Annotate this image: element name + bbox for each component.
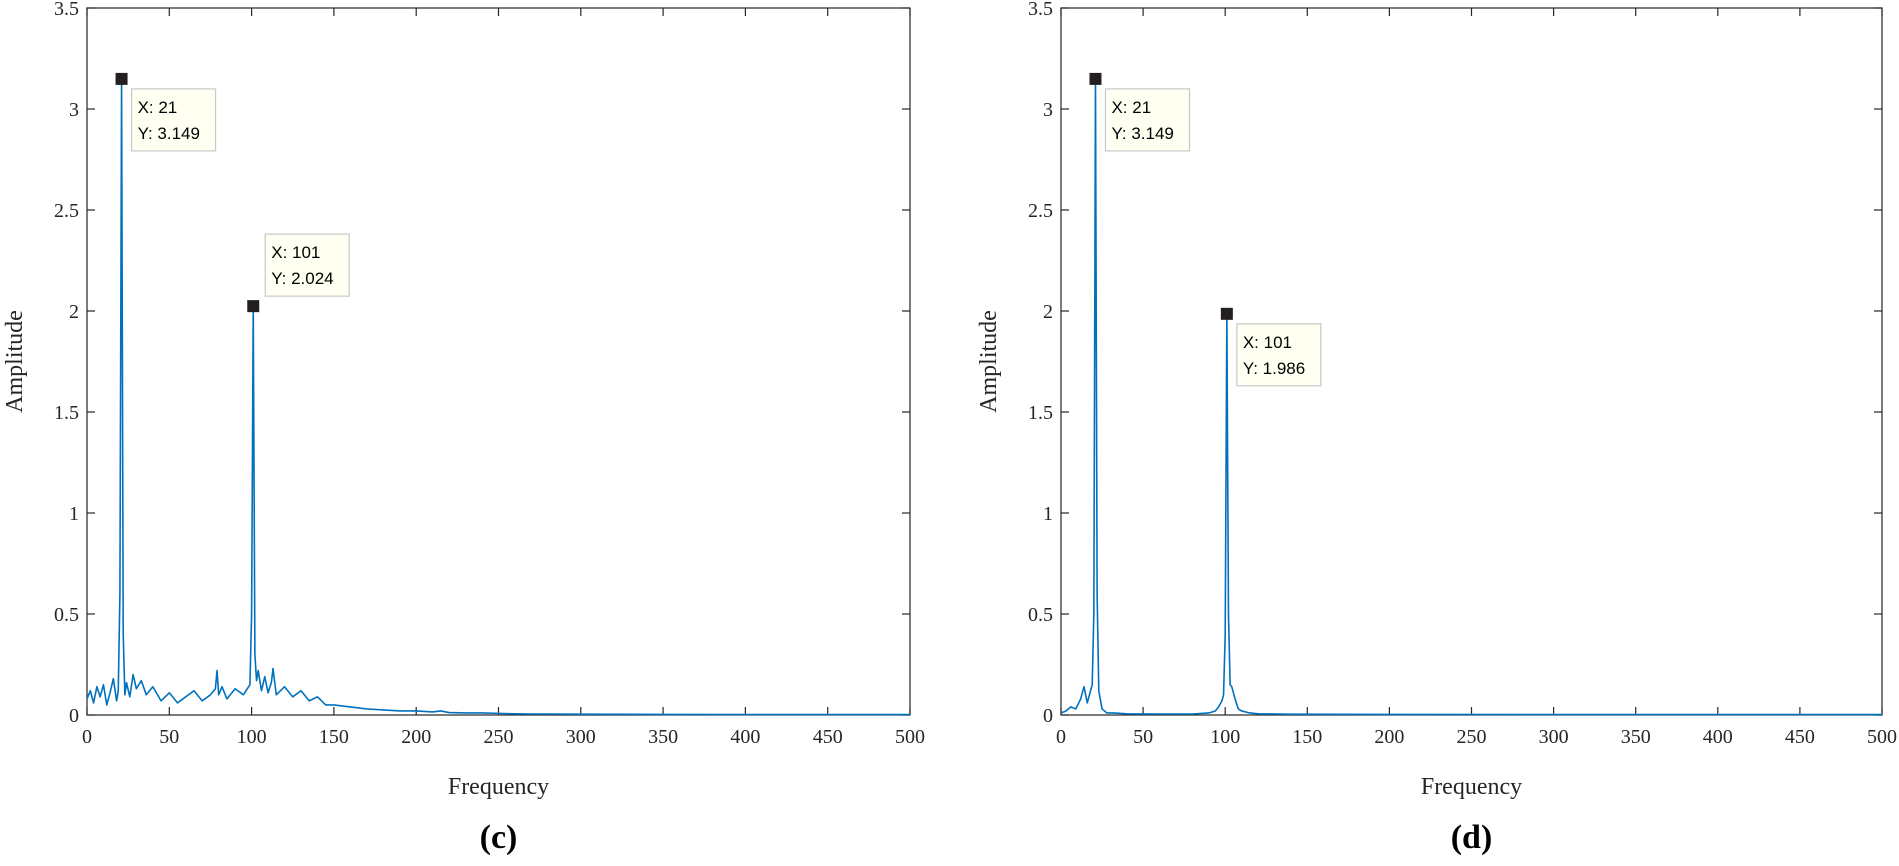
datatip-background [264, 233, 350, 297]
panel-label: (c) [480, 819, 518, 856]
y-tick-label: 0.5 [54, 604, 79, 626]
x-tick-label: 300 [1539, 726, 1569, 748]
chart-panel-c: 0 50 100 150 200 250 300 350 400 450 500 0 0.5 1 1.5 2 2… [2, 0, 925, 856]
x-tick-label: 400 [730, 726, 760, 748]
panel-label: (d) [1451, 819, 1493, 856]
datatip-marker[interactable] [115, 72, 128, 85]
x-axis-label: Frequency [448, 774, 549, 800]
x-tick-label: 300 [566, 726, 596, 748]
datatip-y-value: Y: 3.149 [1111, 124, 1173, 143]
datatip-background [1236, 323, 1322, 387]
y-tick-label: 3 [69, 99, 79, 121]
x-tick-label: 50 [1133, 726, 1153, 748]
x-tick-label: 350 [1621, 726, 1651, 748]
datatip-x-value: X: 21 [1111, 98, 1151, 117]
y-tick-label: 2 [1043, 301, 1053, 323]
datatip-x-value: X: 21 [138, 98, 178, 117]
x-tick-label: 500 [895, 726, 925, 748]
datatip-y-value: Y: 3.149 [138, 124, 200, 143]
datatip-marker[interactable] [247, 300, 260, 313]
x-tick-label: 0 [1056, 726, 1066, 748]
y-tick-label: 3.5 [54, 0, 79, 20]
y-tick-label: 2.5 [1028, 200, 1053, 222]
y-tick-label: 1 [69, 503, 79, 525]
x-tick-label: 450 [813, 726, 843, 748]
datatip-box: X: 101 Y: 1.986 [1236, 323, 1322, 387]
y-axis-label: Amplitude [2, 310, 28, 413]
y-tick-label: 0.5 [1028, 604, 1053, 626]
datatip-y-value: Y: 1.986 [1243, 359, 1305, 378]
x-tick-label: 150 [319, 726, 349, 748]
datatip-x-value: X: 101 [271, 243, 320, 262]
x-tick-label: 100 [1210, 726, 1240, 748]
datatip-y-value: Y: 2.024 [271, 269, 333, 288]
plot-frame [1060, 7, 1883, 716]
x-tick-label: 0 [82, 726, 92, 748]
x-tick-label: 500 [1867, 726, 1897, 748]
x-tick-label: 250 [484, 726, 514, 748]
datatip-x-value: X: 101 [1243, 333, 1292, 352]
y-tick-label: 0 [1043, 705, 1053, 727]
x-tick-label: 400 [1703, 726, 1733, 748]
spectrum-line [86, 78, 910, 716]
datatip-box: X: 21 Y: 3.149 [1104, 88, 1191, 152]
y-tick-label: 1.5 [54, 402, 79, 424]
y-tick-label: 2 [69, 301, 79, 323]
datatip-marker[interactable] [1089, 72, 1102, 85]
x-tick-label: 350 [648, 726, 678, 748]
datatip-box: X: 101 Y: 2.024 [264, 233, 350, 297]
x-tick-label: 250 [1457, 726, 1487, 748]
x-tick-label: 100 [237, 726, 267, 748]
y-tick-label: 2.5 [54, 200, 79, 222]
y-tick-label: 3.5 [1028, 0, 1053, 20]
x-tick-label: 200 [1374, 726, 1404, 748]
y-tick-label: 3 [1043, 99, 1053, 121]
datatip-marker[interactable] [1220, 307, 1233, 320]
datatip-background [130, 88, 217, 152]
datatip-box: X: 21 Y: 3.149 [130, 88, 217, 152]
x-axis-label: Frequency [1421, 774, 1522, 800]
x-tick-label: 450 [1785, 726, 1815, 748]
y-axis-label: Amplitude [976, 310, 1002, 413]
y-tick-label: 1 [1043, 503, 1053, 525]
x-tick-label: 200 [401, 726, 431, 748]
spectrum-line [1060, 78, 1882, 716]
y-tick-label: 1.5 [1028, 402, 1053, 424]
plot-frame [86, 7, 911, 716]
y-tick-label: 0 [69, 705, 79, 727]
chart-panel-d: 0 50 100 150 200 250 300 350 400 450 500 0 0.5 1 1.5 2 2… [976, 0, 1897, 856]
x-tick-label: 50 [159, 726, 179, 748]
datatip-background [1104, 88, 1191, 152]
x-tick-label: 150 [1292, 726, 1322, 748]
